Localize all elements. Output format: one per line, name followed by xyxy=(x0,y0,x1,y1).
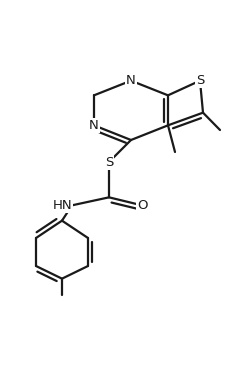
Text: HN: HN xyxy=(52,199,72,212)
Text: O: O xyxy=(137,199,147,212)
Text: S: S xyxy=(196,74,204,87)
Text: N: N xyxy=(126,74,136,87)
Text: S: S xyxy=(105,155,113,169)
Text: N: N xyxy=(89,119,99,132)
